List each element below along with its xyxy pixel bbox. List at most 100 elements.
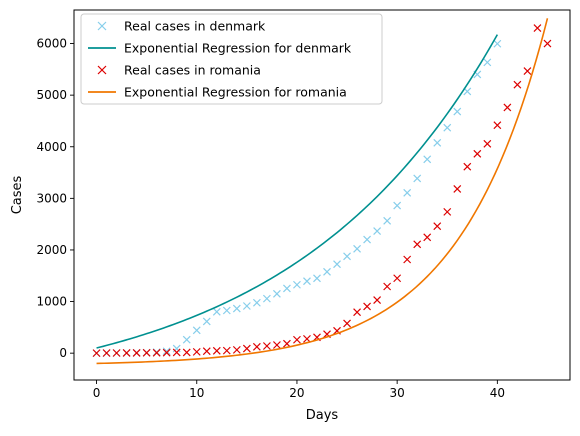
data-point-real-cases-in-denmark-17 — [262, 294, 271, 303]
x-tick-label-10: 10 — [189, 386, 204, 400]
y-axis-label: Cases — [10, 175, 25, 214]
data-point-real-cases-in-romania-38 — [473, 149, 482, 158]
data-point-real-cases-in-romania-8 — [172, 348, 181, 357]
series-line-exponential-regression-for-denmark — [96, 34, 499, 349]
data-point-real-cases-in-denmark-12 — [212, 307, 221, 316]
legend-label-exponential-regression-for-romania: Exponential Regression for romania — [124, 85, 347, 100]
data-point-real-cases-in-denmark-13-stroke-b — [222, 306, 231, 315]
data-point-real-cases-in-denmark-34-stroke-b — [433, 138, 442, 147]
legend-box — [80, 13, 383, 105]
data-point-real-cases-in-romania-16 — [252, 342, 261, 351]
data-point-real-cases-in-denmark-33-stroke-b — [423, 155, 432, 164]
data-point-real-cases-in-romania-6 — [152, 348, 161, 357]
data-point-real-cases-in-romania-25-stroke-b — [343, 319, 351, 328]
data-point-real-cases-in-denmark-40 — [493, 39, 502, 48]
data-point-real-cases-in-denmark-7 — [162, 347, 171, 356]
data-point-real-cases-in-romania-18-stroke-b — [272, 341, 281, 349]
data-point-real-cases-in-romania-6-stroke-b — [152, 348, 161, 357]
data-point-real-cases-in-denmark-26-stroke-b — [353, 244, 361, 253]
data-point-real-cases-in-romania-37 — [463, 162, 472, 171]
legend-entries: Real cases in denmark Exponential Regress… — [88, 19, 352, 100]
data-point-real-cases-in-denmark-20-stroke-b — [293, 280, 301, 289]
legend-entry-exponential-regression-for-romania: Exponential Regression for romania — [88, 85, 347, 100]
data-point-real-cases-in-romania-7-stroke-b — [162, 348, 171, 357]
data-layer — [92, 18, 552, 365]
y-tick-label-6000: 6000 — [36, 37, 67, 51]
data-point-real-cases-in-romania-14-stroke-b — [232, 345, 241, 354]
data-point-real-cases-in-romania-32 — [413, 240, 422, 249]
data-point-real-cases-in-romania-11 — [202, 347, 211, 356]
y-tick-label-5000: 5000 — [36, 88, 67, 102]
data-point-real-cases-in-romania-34 — [433, 222, 442, 231]
data-point-real-cases-in-romania-12 — [212, 346, 221, 355]
data-point-real-cases-in-romania-28 — [373, 296, 382, 304]
legend-marker-real-cases-in-romania-stroke-b — [97, 65, 107, 75]
data-point-real-cases-in-romania-17 — [262, 342, 271, 350]
data-point-real-cases-in-romania-27 — [363, 302, 372, 311]
data-point-real-cases-in-denmark-25-stroke-b — [343, 252, 351, 261]
data-point-real-cases-in-romania-19 — [283, 339, 291, 348]
data-point-real-cases-in-denmark-31-stroke-b — [403, 188, 412, 197]
data-point-real-cases-in-romania-18 — [272, 341, 281, 349]
data-point-real-cases-in-denmark-40-stroke-b — [493, 39, 502, 48]
data-point-real-cases-in-romania-43 — [523, 67, 532, 75]
data-point-real-cases-in-romania-7 — [162, 348, 171, 357]
legend-marker-real-cases-in-romania — [97, 65, 107, 75]
y-tick-label-4000: 4000 — [36, 140, 67, 154]
data-point-real-cases-in-denmark-21 — [303, 277, 311, 286]
data-point-real-cases-in-romania-42-stroke-b — [513, 80, 522, 89]
legend-marker-real-cases-in-denmark — [97, 21, 107, 31]
data-point-real-cases-in-romania-39 — [483, 139, 492, 148]
data-point-real-cases-in-romania-36 — [453, 184, 462, 193]
data-point-real-cases-in-denmark-14 — [232, 304, 241, 313]
data-point-real-cases-in-denmark-9-stroke-b — [182, 335, 191, 344]
data-point-real-cases-in-romania-40 — [493, 121, 502, 130]
data-point-real-cases-in-denmark-30 — [393, 201, 402, 210]
data-point-real-cases-in-romania-2 — [112, 349, 121, 357]
data-point-real-cases-in-romania-10-stroke-b — [192, 347, 201, 356]
data-point-real-cases-in-denmark-38-stroke-b — [473, 70, 482, 79]
data-point-real-cases-in-denmark-35-stroke-b — [443, 123, 452, 132]
data-point-real-cases-in-romania-12-stroke-b — [212, 346, 221, 355]
data-point-real-cases-in-romania-13-stroke-b — [222, 346, 231, 355]
data-point-real-cases-in-denmark-32-stroke-b — [413, 174, 422, 183]
tick-layer: 0 10 20 30 40 0 1000 2000 3000 4000 5000 6000 — [36, 37, 505, 400]
legend-entry-real-cases-in-romania: Real cases in romania — [97, 63, 261, 78]
data-point-real-cases-in-denmark-21-stroke-b — [303, 277, 311, 286]
x-axis-label: Days — [306, 408, 339, 423]
data-point-real-cases-in-romania-17-stroke-b — [262, 342, 271, 350]
data-point-real-cases-in-romania-16-stroke-b — [252, 342, 261, 351]
data-point-real-cases-in-romania-15-stroke-b — [242, 344, 251, 353]
data-point-real-cases-in-romania-21-stroke-b — [303, 334, 311, 343]
data-point-real-cases-in-romania-45 — [543, 39, 552, 48]
data-point-real-cases-in-denmark-39 — [483, 58, 492, 67]
data-point-real-cases-in-denmark-15 — [242, 302, 251, 310]
data-point-real-cases-in-denmark-19-stroke-b — [283, 284, 291, 293]
data-point-real-cases-in-romania-33-stroke-b — [423, 233, 432, 242]
legend-label-real-cases-in-romania: Real cases in romania — [124, 63, 261, 78]
data-point-real-cases-in-romania-3 — [122, 349, 131, 357]
data-point-real-cases-in-romania-10 — [192, 347, 201, 356]
data-point-real-cases-in-denmark-19 — [283, 284, 291, 293]
legend-entry-exponential-regression-for-denmark: Exponential Regression for denmark — [88, 41, 352, 56]
data-point-real-cases-in-romania-3-stroke-b — [122, 349, 131, 357]
data-point-real-cases-in-romania-20-stroke-b — [293, 335, 301, 344]
data-point-real-cases-in-romania-45-stroke-b — [543, 39, 552, 48]
data-point-real-cases-in-romania-28-stroke-b — [373, 296, 382, 304]
data-point-real-cases-in-romania-14 — [232, 345, 241, 354]
series-line-exponential-regression-for-romania — [96, 18, 549, 365]
data-point-real-cases-in-romania-32-stroke-b — [413, 240, 422, 249]
data-point-real-cases-in-romania-36-stroke-b — [453, 184, 462, 193]
data-point-real-cases-in-romania-35 — [443, 207, 452, 216]
data-point-real-cases-in-romania-31 — [403, 255, 412, 264]
y-tick-label-0: 0 — [59, 346, 67, 360]
data-point-real-cases-in-romania-13 — [222, 346, 231, 355]
data-point-real-cases-in-romania-24-stroke-b — [333, 326, 341, 335]
data-point-real-cases-in-denmark-30-stroke-b — [393, 201, 402, 210]
data-point-real-cases-in-romania-22-stroke-b — [313, 333, 321, 342]
data-point-real-cases-in-denmark-24-stroke-b — [333, 260, 341, 269]
legend: Real cases in denmark Exponential Regress… — [80, 13, 383, 105]
data-point-real-cases-in-denmark-39-stroke-b — [483, 58, 492, 67]
x-tick-label-20: 20 — [289, 386, 304, 400]
